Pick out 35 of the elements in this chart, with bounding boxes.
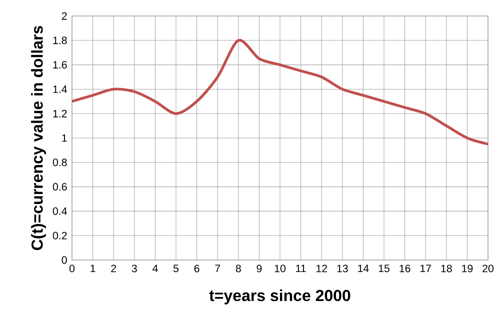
x-tick-label: 19: [462, 264, 473, 272]
x-tick-label: 16: [400, 264, 410, 272]
line-series: [72, 39, 488, 146]
x-tick-label: 0: [69, 264, 75, 272]
x-tick-label: 4: [152, 264, 158, 272]
y-tick-label: 1.2: [53, 110, 67, 118]
x-tick-label: 7: [215, 264, 220, 272]
x-tick-label: 2: [111, 264, 116, 272]
y-tick-label: 0.6: [52, 183, 67, 191]
y-tick-label: 1.6: [53, 61, 67, 69]
x-tick-label: 5: [173, 264, 179, 272]
x-tick-label: 1: [90, 264, 96, 272]
y-tick-label: 0.8: [52, 158, 67, 166]
x-tick-label: 15: [378, 264, 390, 272]
x-tick-label: 17: [420, 264, 431, 272]
x-tick-label: 12: [316, 264, 327, 272]
x-tick-label: 9: [256, 264, 262, 272]
y-tick-label: 1.8: [53, 36, 67, 44]
x-tick-label: 8: [236, 264, 241, 272]
y-tick-label: 0.4: [52, 207, 67, 215]
x-tick-label: 13: [337, 264, 348, 272]
y-tick-label: 0.2: [52, 232, 67, 240]
x-axis-title: t=years since 2000: [209, 289, 350, 304]
y-tick-label: 1: [62, 134, 67, 142]
y-axis-title: C(t)=currency value in dollars: [31, 26, 46, 250]
x-tick-label: 11: [296, 264, 306, 272]
x-tick-label: 20: [482, 264, 494, 272]
x-tick-label: 18: [441, 264, 452, 272]
x-tick-label: 10: [274, 264, 286, 272]
x-tick-label: 14: [358, 264, 369, 272]
y-tick-label: 0: [62, 256, 67, 264]
x-tick-label: 3: [132, 264, 137, 272]
y-tick-label: 1.4: [53, 86, 67, 93]
y-tick-label: 2: [62, 12, 67, 20]
x-tick-label: 6: [194, 264, 200, 272]
